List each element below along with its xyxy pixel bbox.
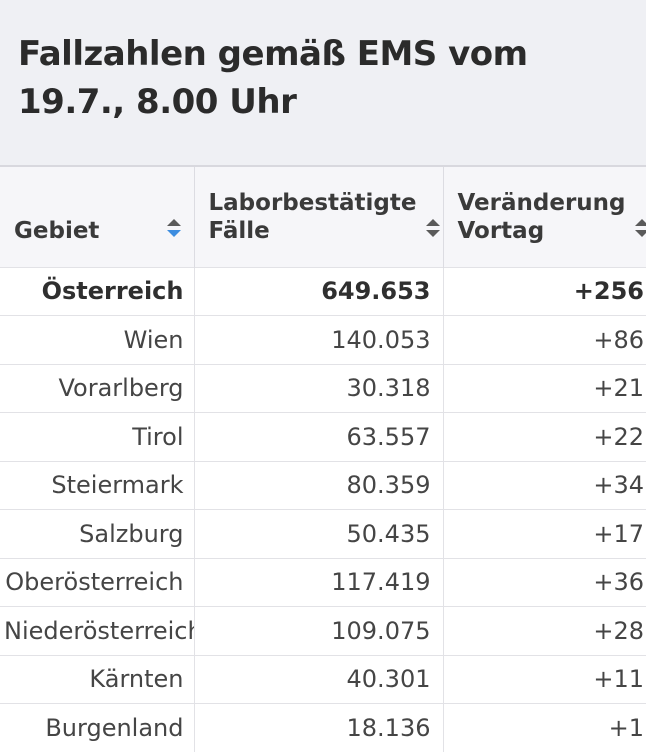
table-row: Wien 140.053 +86 [0, 316, 646, 365]
table-row: Vorarlberg 30.318 +21 [0, 364, 646, 413]
cell-gebiet: Salzburg [0, 510, 194, 559]
table-body: Österreich 649.653 +256 Wien 140.053 +86… [0, 267, 646, 752]
sort-updown-icon[interactable] [166, 217, 182, 239]
cell-gebiet: Österreich [0, 267, 194, 316]
column-label-veraenderung: Veränderung Vortag [458, 189, 626, 245]
cell-veraenderung: +22 [443, 413, 646, 462]
cell-faelle: 50.435 [194, 510, 443, 559]
cell-veraenderung: +21 [443, 364, 646, 413]
cell-gebiet: Niederösterreich [0, 607, 194, 656]
cell-veraenderung: +17 [443, 510, 646, 559]
cell-faelle: 117.419 [194, 558, 443, 607]
cell-faelle: 30.318 [194, 364, 443, 413]
column-header-gebiet[interactable]: Gebiet [0, 166, 194, 267]
cell-gebiet: Oberösterreich [0, 558, 194, 607]
table-header: Gebiet Laborbestätigte Fälle [0, 166, 646, 267]
column-label-gebiet: Gebiet [14, 217, 99, 245]
table-row-total: Österreich 649.653 +256 [0, 267, 646, 316]
column-label-faelle-text: Laborbestätigte Fälle [209, 190, 417, 244]
cell-veraenderung: +11 [443, 655, 646, 704]
column-label-veraenderung-text: Veränderung Vortag [458, 190, 626, 244]
cell-faelle: 63.557 [194, 413, 443, 462]
table-row: Oberösterreich 117.419 +36 [0, 558, 646, 607]
table-row: Salzburg 50.435 +17 [0, 510, 646, 559]
cell-gebiet: Tirol [0, 413, 194, 462]
cell-faelle: 109.075 [194, 607, 443, 656]
table-row: Tirol 63.557 +22 [0, 413, 646, 462]
cell-veraenderung: +1 [443, 704, 646, 752]
cell-gebiet: Burgenland [0, 704, 194, 752]
cell-gebiet: Vorarlberg [0, 364, 194, 413]
page-title: Fallzahlen gemäß EMS vom 19.7., 8.00 Uhr [18, 30, 628, 126]
cell-veraenderung: +36 [443, 558, 646, 607]
cell-veraenderung: +34 [443, 461, 646, 510]
cell-veraenderung: +28 [443, 607, 646, 656]
cell-faelle: 80.359 [194, 461, 443, 510]
cell-faelle: 40.301 [194, 655, 443, 704]
table-row: Kärnten 40.301 +11 [0, 655, 646, 704]
header-row: Gebiet Laborbestätigte Fälle [0, 166, 646, 267]
sort-updown-icon[interactable] [634, 217, 646, 239]
cell-veraenderung: +86 [443, 316, 646, 365]
cell-gebiet: Kärnten [0, 655, 194, 704]
cell-faelle: 140.053 [194, 316, 443, 365]
cell-faelle: 649.653 [194, 267, 443, 316]
title-area: Fallzahlen gemäß EMS vom 19.7., 8.00 Uhr [0, 0, 646, 165]
cell-veraenderung: +256 [443, 267, 646, 316]
table-row: Steiermark 80.359 +34 [0, 461, 646, 510]
table-row: Niederösterreich 109.075 +28 [0, 607, 646, 656]
cell-faelle: 18.136 [194, 704, 443, 752]
column-label-faelle: Laborbestätigte Fälle [209, 189, 417, 245]
cell-gebiet: Wien [0, 316, 194, 365]
column-header-faelle[interactable]: Laborbestätigte Fälle [194, 166, 443, 267]
sort-updown-icon[interactable] [425, 217, 441, 239]
table-row: Burgenland 18.136 +1 [0, 704, 646, 752]
cell-gebiet: Steiermark [0, 461, 194, 510]
column-header-veraenderung[interactable]: Veränderung Vortag [443, 166, 646, 267]
cases-table: Gebiet Laborbestätigte Fälle [0, 165, 646, 752]
